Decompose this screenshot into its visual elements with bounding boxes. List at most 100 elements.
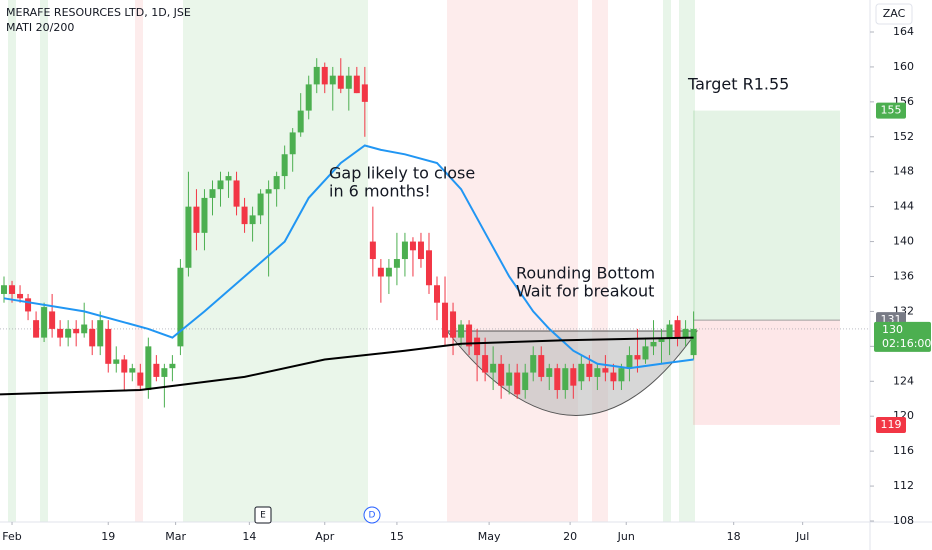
candle-body [562, 368, 569, 391]
candle-body [193, 206, 200, 233]
candle-body [177, 267, 184, 347]
x-tick-label: 14 [242, 530, 256, 543]
candle-body [369, 241, 376, 260]
last-price-label: 130 [882, 323, 903, 336]
candle-body [658, 337, 665, 342]
x-tick-label: Apr [315, 530, 335, 543]
candle-body [49, 311, 56, 329]
candle-body [257, 193, 264, 216]
candle-body [385, 267, 392, 277]
candle-body [169, 363, 176, 369]
candle-body [434, 285, 441, 303]
candle-body [241, 206, 248, 225]
candle-body [650, 341, 657, 347]
event-marker[interactable] [254, 506, 272, 524]
stop-label: 119 [881, 418, 902, 431]
candle-body [313, 66, 320, 85]
candle-body [209, 189, 216, 198]
target-label: 155 [881, 104, 902, 117]
x-tick-label: 20 [563, 530, 577, 543]
candle-body [393, 259, 400, 268]
candle-body [249, 215, 256, 225]
candle-body [57, 328, 64, 338]
candle-body [289, 132, 296, 155]
candle-body [137, 372, 144, 386]
x-tick-label: Mar [165, 530, 186, 543]
candle-body [538, 355, 545, 377]
event-label: E [260, 511, 266, 521]
candle-body [425, 250, 432, 286]
y-tick-label: 152 [893, 130, 914, 143]
candle-body [81, 324, 88, 334]
y-tick-label: 108 [893, 514, 914, 527]
moving-average [0, 336, 694, 396]
candle-body [113, 359, 120, 364]
chart-subtitle: MATI 20/200 [6, 21, 74, 34]
currency: ZAC [883, 7, 906, 20]
moving-average [3, 144, 694, 370]
x-tick-label: 19 [101, 530, 115, 543]
candle-body [161, 368, 168, 377]
candle-body [450, 311, 457, 338]
annotation: Gap likely to close [329, 164, 475, 183]
candle-body [33, 320, 40, 338]
currency-box[interactable] [875, 3, 913, 25]
candle-body [554, 368, 561, 391]
y-tick-label: 164 [893, 25, 914, 38]
candle-body [674, 320, 681, 338]
candle-body [297, 110, 304, 133]
candle-body [458, 324, 465, 338]
x-tick-label: Jul [795, 530, 809, 543]
candle-body [570, 368, 577, 386]
candle-body [353, 75, 360, 94]
y-tick-label: 144 [893, 200, 914, 213]
annotation: in 6 months! [329, 182, 431, 201]
candle-body [65, 328, 72, 338]
candle-body [442, 302, 449, 338]
y-tick-label: 140 [893, 235, 914, 248]
x-tick-label: 15 [390, 530, 404, 543]
signal-bands [8, 0, 695, 522]
candle-body [217, 180, 224, 190]
annotation: Rounding Bottom [516, 264, 655, 283]
candle-body [377, 267, 384, 277]
candle-body [690, 328, 697, 356]
y-tick-label: 160 [893, 60, 914, 73]
candle-body [41, 307, 48, 338]
last-price-box [874, 321, 931, 352]
candle-body [97, 320, 104, 347]
candle-body [618, 368, 625, 382]
candle-body [514, 372, 521, 395]
candle-body [25, 298, 32, 312]
candle-body [105, 328, 112, 364]
candle-body [417, 241, 424, 260]
candle-body [474, 337, 481, 356]
candle-body [73, 328, 80, 334]
candle-body [642, 346, 649, 360]
x-tick-label: 18 [727, 530, 741, 543]
event-marker[interactable] [363, 506, 381, 524]
candle-body [626, 355, 633, 369]
x-tick-label: Jun [617, 530, 635, 543]
candle-body [145, 346, 152, 391]
candle-body [89, 328, 96, 347]
candle-body [281, 154, 288, 177]
candle-body [185, 206, 192, 268]
candle-body [233, 180, 240, 207]
y-tick-label: 112 [893, 479, 914, 492]
y-tick-label: 136 [893, 270, 914, 283]
candle-body [345, 75, 352, 89]
candle-body [578, 363, 585, 382]
candle-body [129, 368, 136, 373]
candle-body [530, 355, 537, 373]
candle-body [321, 66, 328, 85]
candle-body [329, 75, 336, 85]
candle-body [490, 363, 497, 373]
candle-body [17, 293, 24, 299]
candle-body [498, 363, 505, 386]
candle-body [482, 355, 489, 373]
candle-body [1, 285, 8, 294]
candle-body [9, 285, 16, 294]
candle-body [586, 363, 593, 377]
